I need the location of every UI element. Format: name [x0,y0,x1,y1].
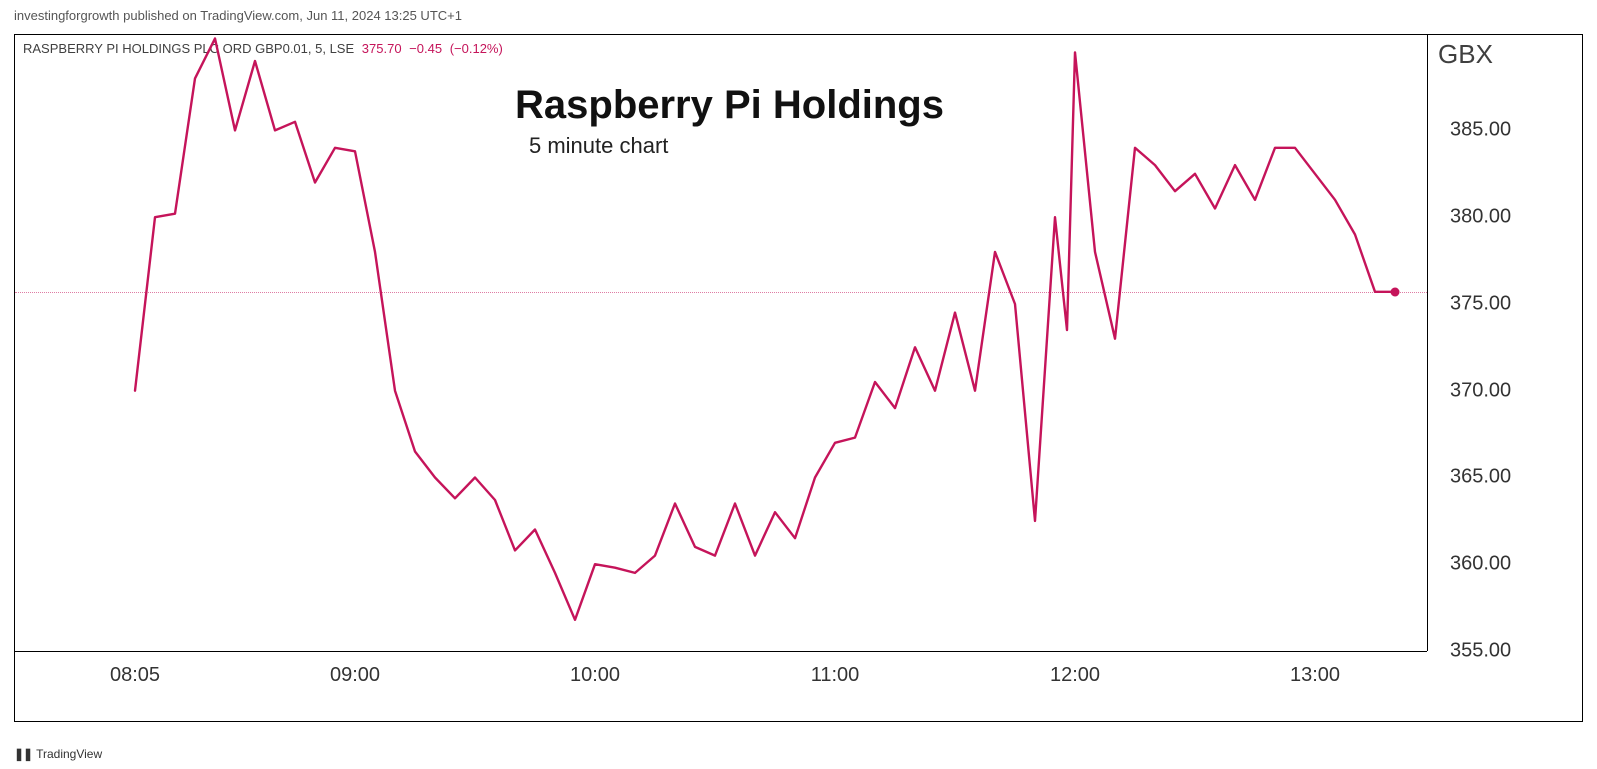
y-tick-label: 385.00 [1450,119,1511,142]
y-tick-label: 360.00 [1450,553,1511,576]
publish-author: investingforgrowth [14,8,120,23]
y-tick-label: 355.00 [1450,640,1511,663]
logo-mark-icon: ❚❚ [14,747,32,761]
x-axis: 08:05 09:00 10:00 11:00 12:00 13:00 [15,651,1427,721]
publish-middle: published on TradingView.com, [123,8,303,23]
plot-area[interactable] [15,35,1427,651]
logo-text: TradingView [36,747,102,761]
x-tick-label: 09:00 [330,664,380,687]
price-line [15,35,1427,651]
y-tick-label: 365.00 [1450,466,1511,489]
x-tick-label: 11:00 [811,664,860,687]
x-tick-label: 10:00 [570,664,620,687]
last-price-dot [1391,287,1400,296]
tradingview-logo[interactable]: ❚❚ TradingView [14,747,102,761]
y-tick-label: 370.00 [1450,379,1511,402]
x-tick-label: 13:00 [1290,664,1340,687]
x-tick-label: 12:00 [1050,664,1100,687]
x-tick-label: 08:05 [110,664,160,687]
y-axis: GBX 355.00360.00365.00370.00375.00380.00… [1427,35,1582,651]
last-price-line [15,292,1427,293]
publish-date: Jun 11, 2024 13:25 UTC+1 [306,8,462,23]
publish-info: investingforgrowth published on TradingV… [14,8,462,23]
y-tick-label: 380.00 [1450,206,1511,229]
chart-container: RASPBERRY PI HOLDINGS PLC ORD GBP0.01, 5… [14,34,1583,722]
y-axis-title: GBX [1438,39,1493,70]
y-tick-label: 375.00 [1450,292,1511,315]
